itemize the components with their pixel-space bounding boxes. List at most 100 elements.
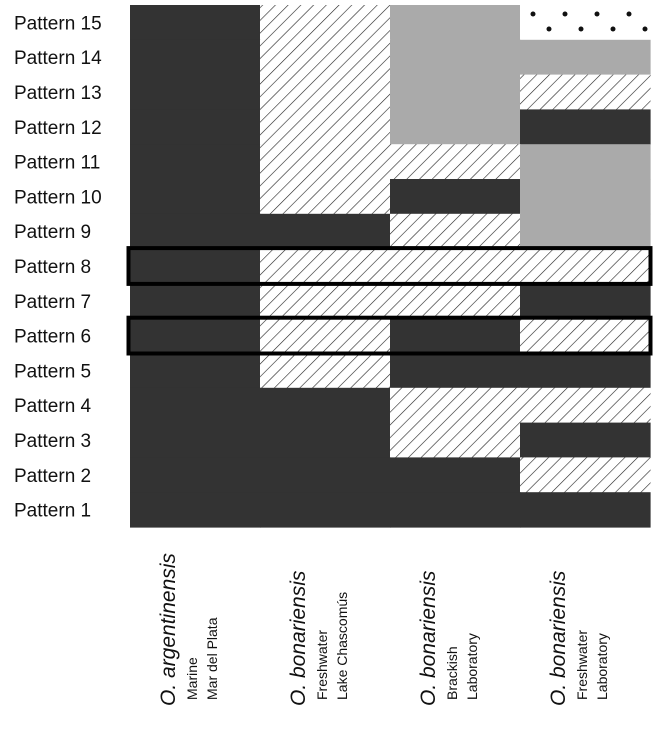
cell-gray: [390, 109, 521, 145]
cell-dark: [130, 318, 261, 354]
dot: [546, 26, 552, 32]
cell-hatch: [260, 39, 391, 76]
cell-dark: [130, 39, 261, 76]
column-label: O. argentinensis Marine Mar del Plata: [157, 553, 220, 706]
cell-dark: [260, 422, 391, 458]
cell-gray: [520, 179, 651, 215]
row-label: Pattern 3: [14, 431, 91, 452]
column-habitat: Brackish: [444, 646, 460, 700]
dot: [642, 26, 648, 32]
cell-hatch: [260, 144, 391, 180]
cell-dark: [520, 492, 651, 528]
cell-dark: [130, 109, 261, 145]
row-label: Pattern 6: [14, 327, 91, 348]
cell-dark: [390, 492, 521, 528]
cell-dark: [390, 179, 521, 215]
cell-dark: [130, 248, 261, 284]
row-label: Pattern 14: [14, 48, 102, 69]
dot: [530, 11, 536, 17]
cell-gray: [520, 144, 651, 180]
row-label: Pattern 9: [14, 222, 91, 243]
cell-gray: [390, 74, 521, 110]
row-label: Pattern 8: [14, 257, 91, 278]
cell-hatch: [260, 353, 391, 389]
cell-dark: [520, 422, 651, 458]
column-label: O. bonariensis Brackish Laboratory: [417, 570, 480, 706]
column-label: O. bonariensis Freshwater Laboratory: [547, 570, 610, 706]
cell-dark: [130, 5, 261, 41]
dot: [626, 11, 632, 17]
row-highlight-box: [126, 315, 653, 356]
cell-gray: [390, 39, 521, 76]
column-species: O. bonariensis: [547, 570, 570, 706]
cell-gray: [390, 5, 521, 41]
column-label: O. bonariensis Freshwater Lake Chascomús: [287, 570, 350, 706]
cell-hatch: [390, 422, 521, 458]
cell-dark: [130, 213, 261, 250]
dot: [610, 26, 616, 32]
cell-dark: [130, 283, 261, 319]
column-labels: O. argentinensis Marine Mar del Plata O. bo…: [157, 553, 610, 706]
cell-dark: [130, 457, 261, 493]
column-location: Laboratory: [594, 633, 610, 700]
cell-hatch: [390, 144, 521, 180]
cell-hatch: [390, 283, 521, 319]
cell-hatch: [260, 109, 391, 145]
cell-dark: [520, 109, 651, 145]
column-habitat: Freshwater: [574, 630, 590, 700]
cell-hatch: [260, 318, 391, 354]
cell-dark: [260, 387, 391, 424]
cell-hatch: [260, 74, 391, 110]
cell-dark: [260, 457, 391, 493]
cell-dark: [130, 353, 261, 389]
cell-dots: [520, 5, 651, 41]
cell-dark: [260, 213, 391, 250]
dots-fill: [530, 11, 648, 32]
row-label: Pattern 7: [14, 292, 91, 313]
cell-dark: [260, 492, 391, 528]
row-label: Pattern 1: [14, 501, 91, 522]
row-label: Pattern 15: [14, 13, 102, 34]
cell-hatch: [520, 318, 651, 354]
cell-dark: [130, 74, 261, 110]
cell-gray: [520, 39, 651, 76]
cell-dark: [390, 318, 521, 354]
cell-dark: [130, 387, 261, 424]
dot: [562, 11, 568, 17]
cell-hatch: [520, 457, 651, 493]
cell-dark: [130, 179, 261, 215]
column-habitat: Marine: [184, 657, 200, 700]
column-location: Mar del Plata: [204, 617, 220, 700]
row-label: Pattern 2: [14, 466, 91, 487]
row-label: Pattern 5: [14, 361, 91, 382]
cell-hatch: [390, 248, 521, 284]
column-species: O. argentinensis: [157, 553, 180, 706]
cell-hatch: [260, 5, 391, 41]
dot: [594, 11, 600, 17]
row-label: Pattern 10: [14, 187, 102, 208]
cell-dark: [390, 353, 521, 389]
row-highlight-box: [126, 246, 653, 286]
column-species: O. bonariensis: [287, 570, 310, 706]
column-location: Lake Chascomús: [334, 592, 350, 700]
cell-hatch: [260, 248, 391, 284]
cell-grid: [130, 5, 651, 528]
cell-dark: [520, 353, 651, 389]
cell-dark: [130, 144, 261, 180]
row-labels: Pattern 15 Pattern 14 Pattern 13 Pattern 12…: [14, 13, 102, 521]
cell-hatch: [390, 387, 521, 424]
cell-hatch: [520, 387, 651, 424]
row-highlights: [126, 246, 653, 356]
cell-dark: [130, 422, 261, 458]
row-label: Pattern 13: [14, 83, 102, 104]
dot: [578, 26, 584, 32]
cell-hatch: [390, 213, 521, 250]
cell-hatch: [520, 248, 651, 284]
cell-hatch: [260, 283, 391, 319]
cell-dark: [390, 457, 521, 493]
cell-hatch: [260, 179, 391, 215]
row-label: Pattern 11: [14, 153, 100, 174]
cell-gray: [520, 213, 651, 250]
cell-dark: [130, 492, 261, 528]
